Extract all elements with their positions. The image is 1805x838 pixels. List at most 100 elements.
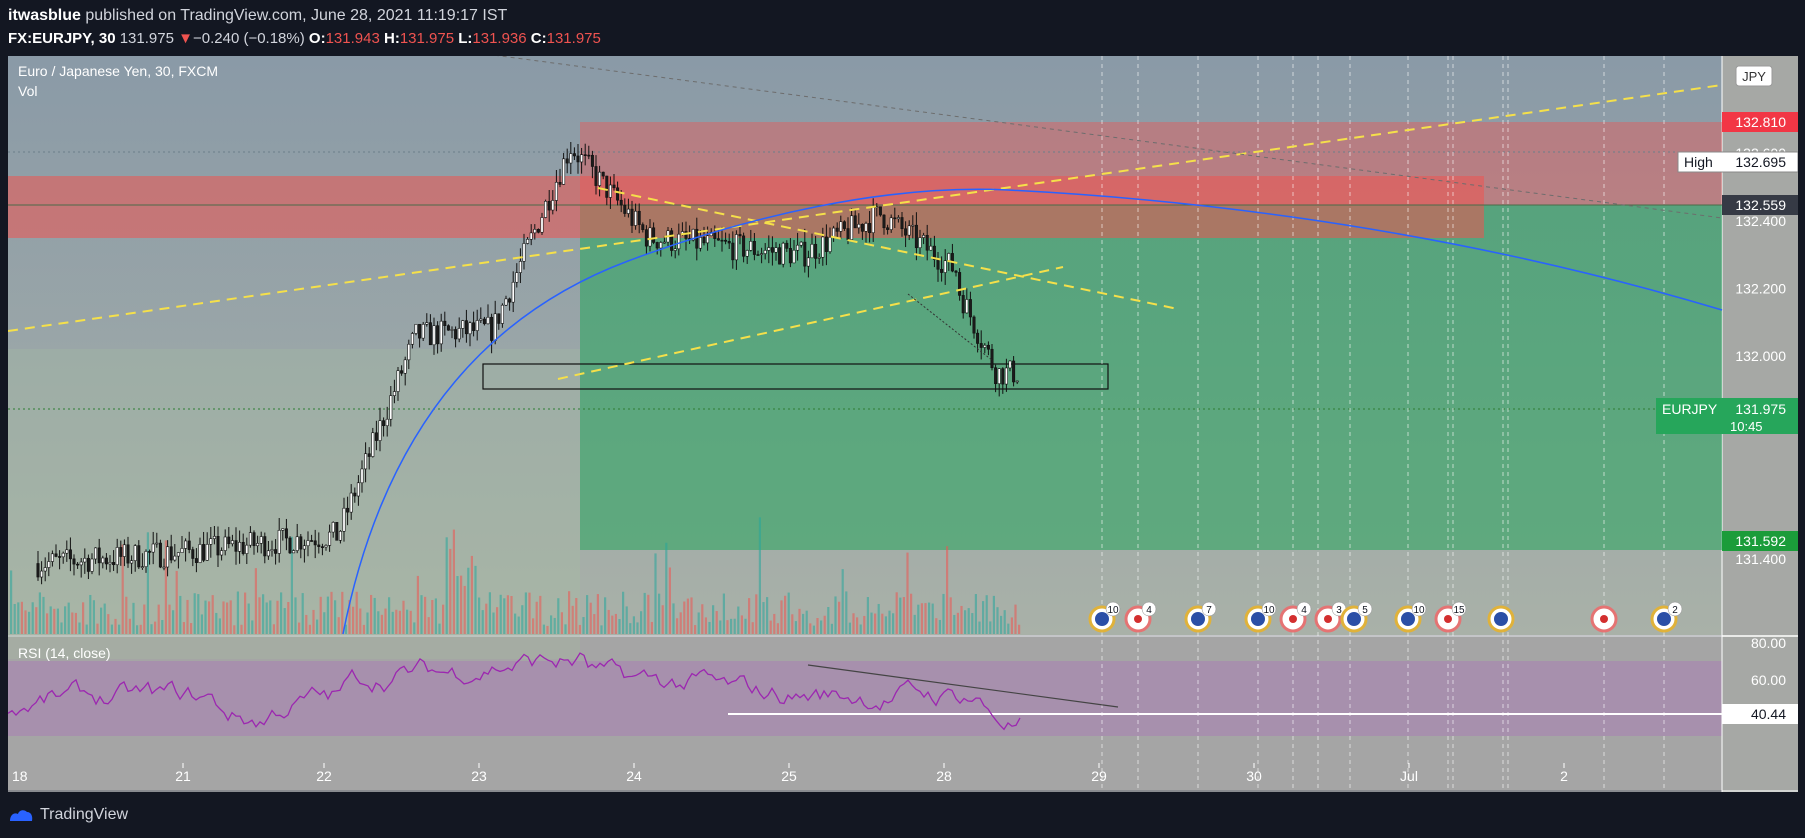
candle-body [180, 548, 184, 553]
volume-bar [449, 548, 452, 634]
resistance-zone[interactable] [8, 176, 1484, 238]
candle-body [166, 546, 170, 568]
volume-bar [330, 591, 333, 634]
event-badge[interactable]: 10 [1088, 601, 1121, 633]
candle-body [396, 370, 400, 392]
volume-bar [488, 592, 491, 634]
volume-bar [985, 595, 988, 634]
volume-bar [726, 620, 729, 634]
volume-bar [478, 597, 481, 634]
rsi-label: RSI (14, close) [18, 645, 111, 661]
event-badge[interactable] [1590, 605, 1618, 633]
volume-bar [20, 601, 23, 634]
event-count: 10 [1413, 605, 1425, 616]
candle-body [479, 318, 483, 321]
candle-body [54, 553, 58, 557]
svg-text:EURJPY: EURJPY [1662, 401, 1718, 417]
volume-bar [582, 617, 585, 634]
x-tick-label: 2 [1560, 768, 1568, 784]
candle-body [176, 552, 180, 557]
currency-badge[interactable] [1735, 65, 1773, 87]
candle-body [673, 248, 677, 251]
candle-body [403, 359, 407, 374]
target-price-badge [1722, 531, 1798, 551]
candle-body [464, 320, 468, 335]
event-badge[interactable]: 10 [1244, 601, 1277, 633]
candle-body [79, 561, 83, 566]
jp-flag-icon [1324, 615, 1332, 623]
candle-body [173, 555, 177, 561]
volume-bar [517, 616, 520, 634]
candle-body [443, 320, 447, 326]
profit-zone[interactable] [580, 205, 1722, 550]
event-badge[interactable]: 2 [1650, 601, 1683, 633]
volume-bar [773, 613, 776, 634]
support-box[interactable] [482, 363, 1109, 390]
candle-body [979, 343, 983, 348]
volume-bar [377, 611, 380, 634]
candle-body [752, 241, 756, 255]
volume-bar [352, 606, 355, 634]
falling-trendline[interactable] [597, 187, 1179, 310]
volume-bar [24, 610, 27, 634]
volume-bar [118, 624, 121, 634]
volume-bar [128, 618, 131, 634]
rsi-trendline[interactable] [807, 664, 1119, 708]
candle-body [792, 249, 796, 264]
moving-average-line[interactable] [342, 188, 1723, 635]
event-badge[interactable] [1487, 605, 1515, 633]
economic-events[interactable]: 10 4 7 10 4 3 5 10 15 2 [1088, 601, 1683, 633]
svg-text:132.559: 132.559 [1735, 197, 1786, 213]
volume-bar [740, 615, 743, 634]
candle-body [148, 551, 152, 553]
event-badge[interactable]: 7 [1184, 601, 1217, 633]
volume-bar [89, 594, 92, 634]
candle-body [112, 562, 116, 566]
event-badge[interactable]: 10 [1394, 601, 1427, 633]
volume-bar [56, 608, 59, 634]
candle-body [58, 556, 62, 558]
volume-bar [874, 613, 877, 634]
candle-body [295, 536, 299, 551]
event-count: 5 [1362, 605, 1368, 616]
volume-bar [460, 575, 463, 634]
volume-bar [204, 600, 207, 634]
candle-body [806, 257, 810, 267]
candle-body [554, 181, 558, 201]
candle-body [565, 158, 569, 164]
event-count: 10 [1107, 605, 1119, 616]
channel-trendline[interactable] [557, 266, 1064, 380]
candle-body [364, 453, 368, 470]
volume-bar [276, 600, 279, 634]
volume-bar [193, 593, 196, 634]
volume-bar [553, 617, 556, 634]
volume-bar [604, 597, 607, 634]
volume-bar [136, 625, 139, 634]
volume-bar [614, 613, 617, 634]
event-badge[interactable]: 5 [1340, 601, 1373, 633]
volume-bar [560, 612, 563, 634]
candle-body [540, 217, 544, 233]
volume-bar [751, 622, 754, 634]
candles[interactable] [36, 141, 1019, 585]
event-badge[interactable]: 15 [1434, 601, 1467, 633]
volume-bar [172, 610, 175, 634]
event-badge[interactable]: 4 [1279, 601, 1312, 633]
volume-bar [190, 623, 193, 634]
event-badge[interactable]: 4 [1124, 601, 1157, 633]
volume-bar [150, 624, 153, 634]
volume-bar [298, 622, 301, 634]
volume-bar [1003, 610, 1006, 634]
volume-bar [686, 598, 689, 634]
candle-body [644, 229, 648, 247]
volume-bar [200, 614, 203, 634]
candle-body [194, 558, 198, 563]
ohlc-header: FX:EURJPY, 30 131.975 ▼−0.240 (−0.18%) O… [8, 30, 601, 47]
candle-body [677, 233, 681, 250]
event-badge[interactable]: 3 [1314, 601, 1347, 633]
brand-footer[interactable]: TradingView [8, 806, 128, 824]
author-name[interactable]: itwasblue [8, 7, 81, 24]
volume-bar [114, 618, 117, 634]
